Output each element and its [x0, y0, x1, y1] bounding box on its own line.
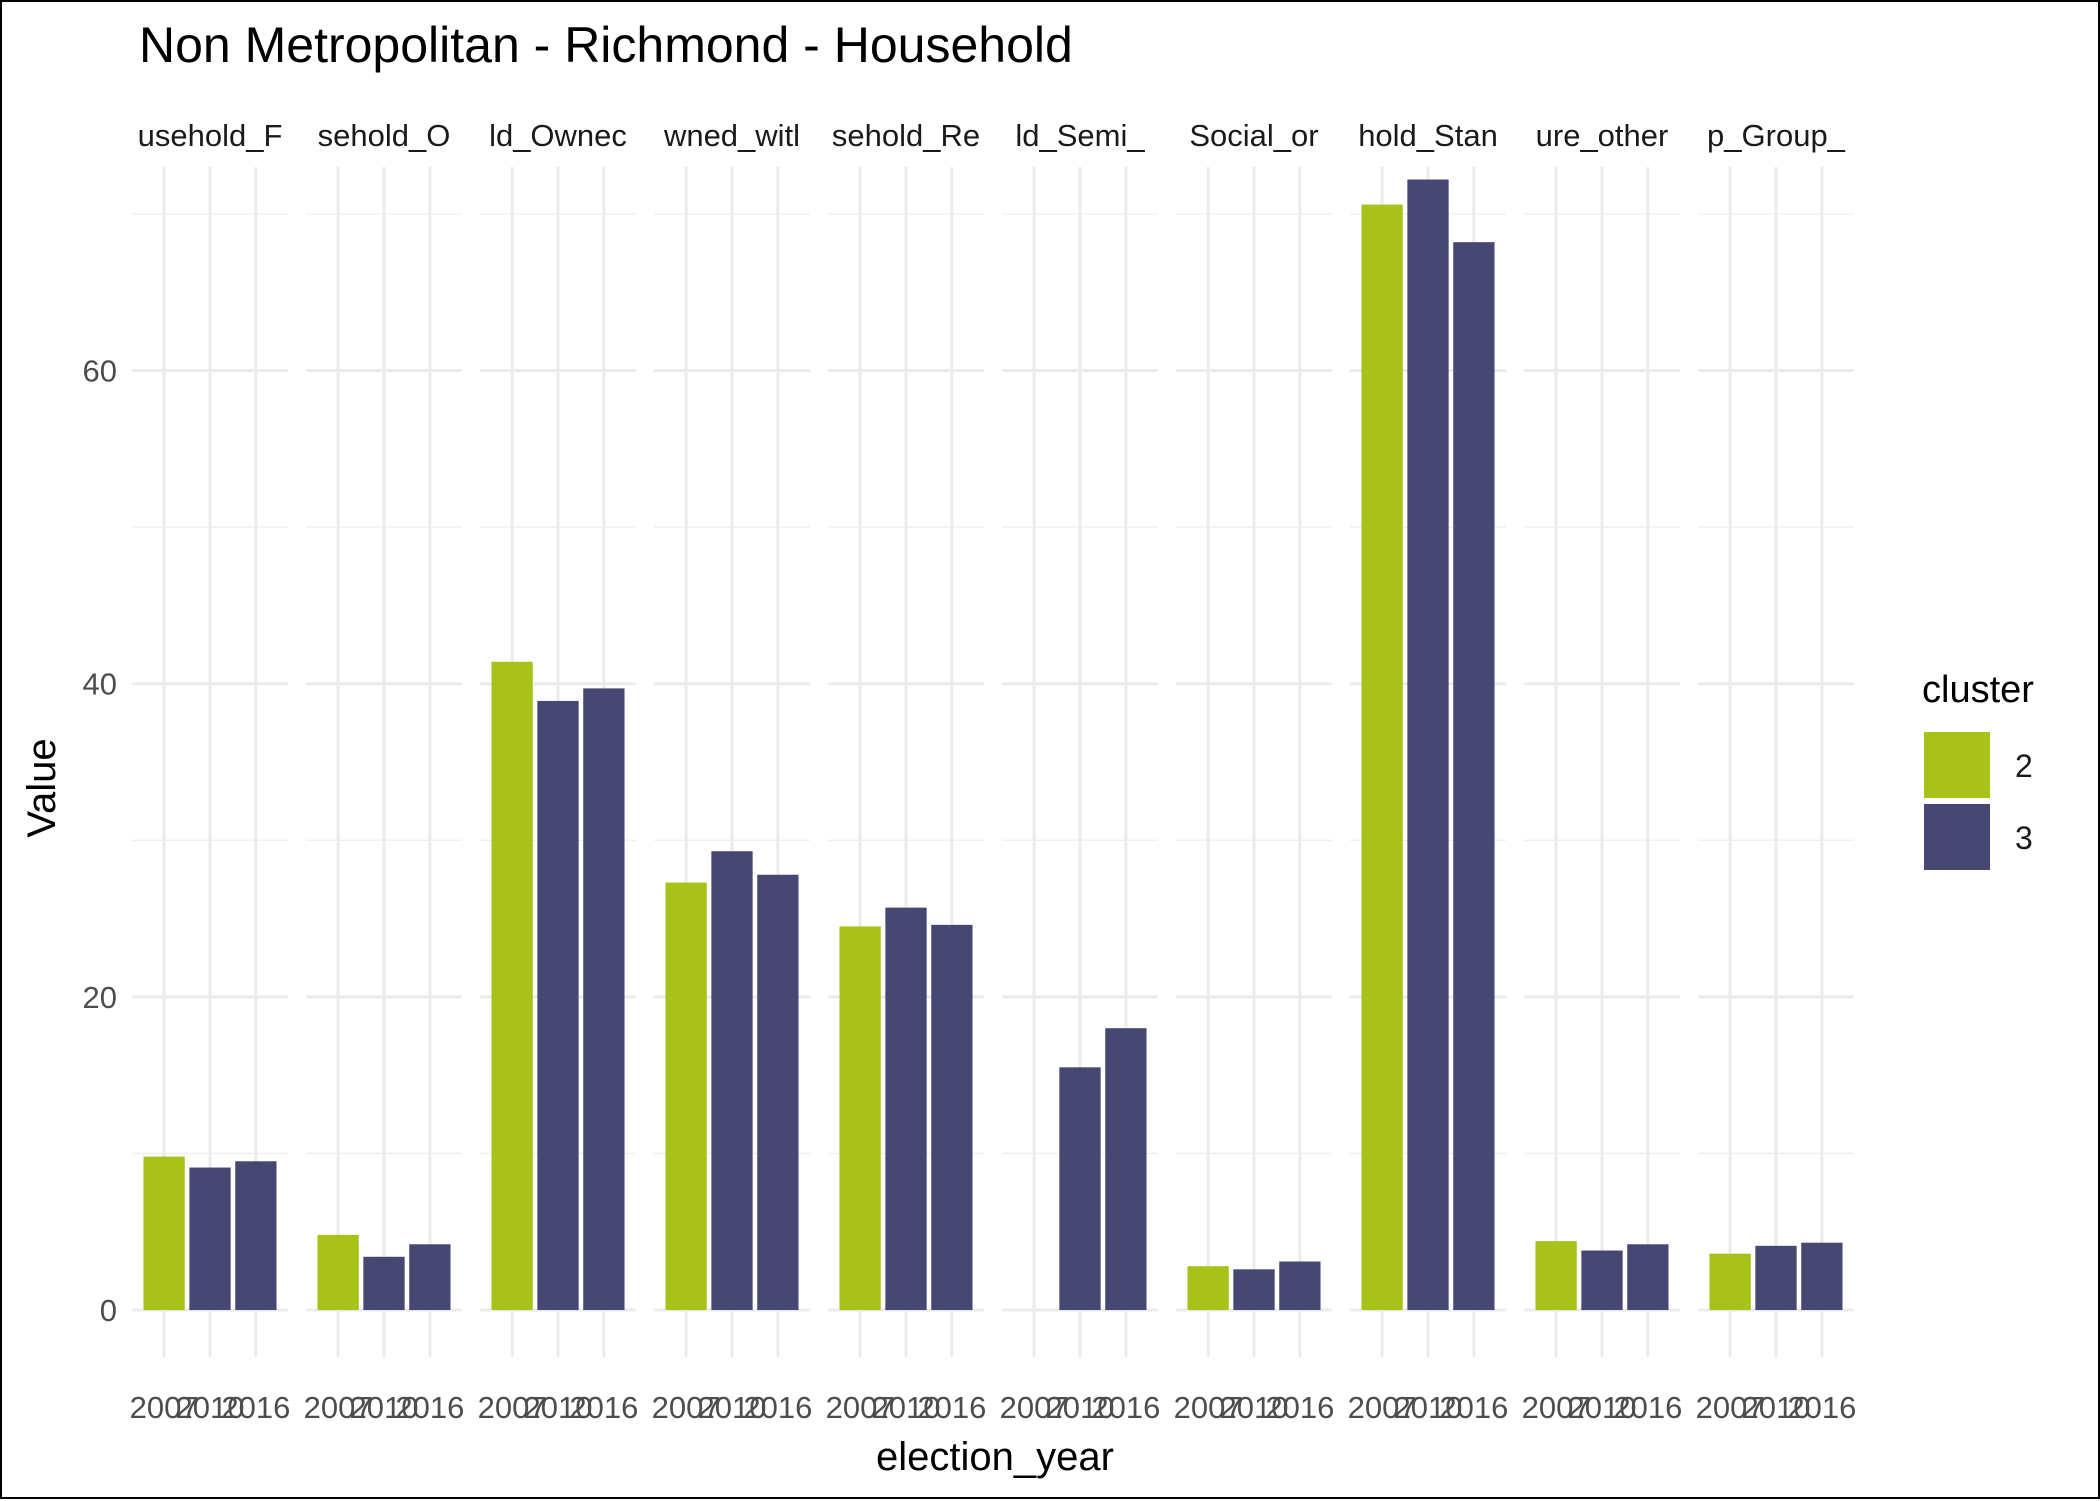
bar-layer [143, 179, 1843, 1311]
x-tick-label: 2007 [1174, 1390, 1243, 1425]
bar-2016-cluster-3 [1453, 242, 1495, 1311]
x-tick-label: 2007 [130, 1390, 199, 1425]
bar-2016-cluster-3 [757, 874, 799, 1311]
bar-2007-cluster-2 [317, 1234, 359, 1311]
bar-2016-cluster-3 [931, 924, 973, 1311]
x-tick-label: 2010 [1220, 1390, 1289, 1425]
strip-label: Social_or [1189, 118, 1318, 153]
bar-2016-cluster-3 [1801, 1242, 1843, 1311]
bar-2007-cluster-2 [839, 926, 881, 1311]
x-tick-label: 2007 [1696, 1390, 1765, 1425]
x-tick-label: 2016 [743, 1390, 812, 1425]
x-tick-label: 2007 [1348, 1390, 1417, 1425]
chart-title: Non Metropolitan - Richmond - Household [139, 17, 1073, 73]
x-tick-label: 2016 [1613, 1390, 1682, 1425]
bar-2016-cluster-3 [1279, 1261, 1321, 1311]
strip-label: ld_Ownec [489, 118, 627, 153]
grid-layer [132, 167, 1854, 1357]
x-tick-label: 2016 [395, 1390, 464, 1425]
x-tick-label: 2010 [1394, 1390, 1463, 1425]
x-tick-label: 2016 [917, 1390, 986, 1425]
x-tick-label: 2007 [478, 1390, 547, 1425]
bar-2007-cluster-2 [1709, 1253, 1751, 1311]
x-tick-label: 2010 [698, 1390, 767, 1425]
y-axis-label: Value [20, 738, 64, 837]
x-tick-label: 2007 [652, 1390, 721, 1425]
bar-2016-cluster-3 [409, 1244, 451, 1311]
strip-label: wned_witl [663, 118, 800, 153]
legend-label-3: 3 [2015, 820, 2033, 856]
bar-2007-cluster-2 [143, 1156, 185, 1311]
bar-2016-cluster-3 [1105, 1028, 1147, 1311]
x-tick-label: 2010 [524, 1390, 593, 1425]
x-tick-label: 2007 [1522, 1390, 1591, 1425]
bar-2010-cluster-3 [885, 907, 927, 1311]
x-tick-label: 2016 [1265, 1390, 1334, 1425]
bar-2016-cluster-3 [1627, 1244, 1669, 1311]
bar-2007-cluster-2 [491, 661, 533, 1311]
legend-key-3 [1924, 804, 1990, 870]
x-tick-label: 2010 [1568, 1390, 1637, 1425]
legend: cluster 2 3 [1922, 669, 2034, 870]
legend-key-2 [1924, 732, 1990, 798]
bar-2010-cluster-3 [1581, 1250, 1623, 1311]
legend-label-2: 2 [2015, 748, 2033, 784]
x-tick-label: 2010 [350, 1390, 419, 1425]
bar-2016-cluster-3 [583, 688, 625, 1311]
strip-label: ure_other [1536, 118, 1669, 153]
y-tick-label: 40 [83, 667, 117, 702]
strip-label: usehold_F [138, 118, 283, 153]
bar-2010-cluster-3 [711, 851, 753, 1311]
bar-2007-cluster-2 [1187, 1266, 1229, 1311]
strip-label: sehold_Re [832, 118, 980, 153]
x-tick-label: 2016 [1091, 1390, 1160, 1425]
y-tick-label: 0 [100, 1293, 117, 1328]
x-tick-label: 2007 [826, 1390, 895, 1425]
y-tick-label: 60 [83, 354, 117, 389]
x-tick-label: 2007 [1000, 1390, 1069, 1425]
x-tick-label: 2010 [1046, 1390, 1115, 1425]
bar-2007-cluster-2 [1535, 1241, 1577, 1311]
x-tick-label: 2010 [1742, 1390, 1811, 1425]
strip-label: p_Group_ [1707, 118, 1846, 153]
legend-title: cluster [1922, 669, 2034, 711]
y-tick-label: 20 [83, 980, 117, 1015]
bar-2007-cluster-2 [665, 882, 707, 1311]
bar-2010-cluster-3 [1755, 1245, 1797, 1311]
bar-2007-cluster-2 [1361, 204, 1403, 1311]
strip-label: ld_Semi_ [1015, 118, 1145, 153]
bar-2010-cluster-3 [363, 1256, 405, 1311]
bar-2010-cluster-3 [189, 1167, 231, 1311]
x-tick-label: 2016 [221, 1390, 290, 1425]
bar-2010-cluster-3 [1233, 1269, 1275, 1311]
x-tick-label: 2010 [872, 1390, 941, 1425]
strip-label: sehold_O [318, 118, 451, 153]
bar-2010-cluster-3 [537, 700, 579, 1311]
x-tick-label: 2016 [569, 1390, 638, 1425]
bar-2016-cluster-3 [235, 1161, 277, 1311]
bar-2010-cluster-3 [1059, 1067, 1101, 1311]
strip-labels: usehold_F sehold_O ld_Ownec wned_witl sehold… [138, 118, 1846, 153]
x-tick-label: 2010 [176, 1390, 245, 1425]
x-tick-label: 2016 [1439, 1390, 1508, 1425]
x-tick-label: 2016 [1787, 1390, 1856, 1425]
x-tick-label: 2007 [304, 1390, 373, 1425]
x-axis-label: election_year [876, 1435, 1114, 1479]
bar-2010-cluster-3 [1407, 179, 1449, 1311]
strip-label: hold_Stan [1358, 118, 1498, 153]
